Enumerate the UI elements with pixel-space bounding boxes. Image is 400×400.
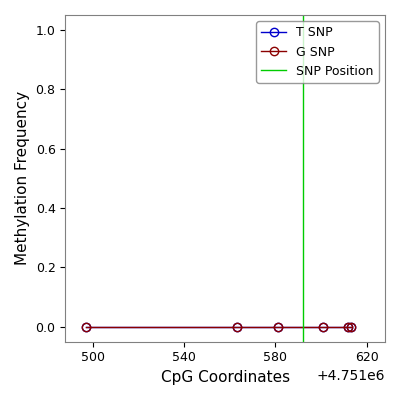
T SNP [346,324,351,329]
Line: T SNP: T SNP [82,323,355,331]
G SNP [321,324,326,329]
G SNP [348,324,353,329]
T SNP [321,324,326,329]
T SNP [348,324,353,329]
G SNP [275,324,280,329]
T SNP [234,324,239,329]
T SNP [84,324,88,329]
G SNP [234,324,239,329]
G SNP [346,324,351,329]
Y-axis label: Methylation Frequency: Methylation Frequency [15,91,30,266]
G SNP [84,324,88,329]
T SNP [275,324,280,329]
Legend: T SNP, G SNP, SNP Position: T SNP, G SNP, SNP Position [256,21,379,83]
Line: G SNP: G SNP [82,323,355,331]
X-axis label: CpG Coordinates: CpG Coordinates [160,370,290,385]
